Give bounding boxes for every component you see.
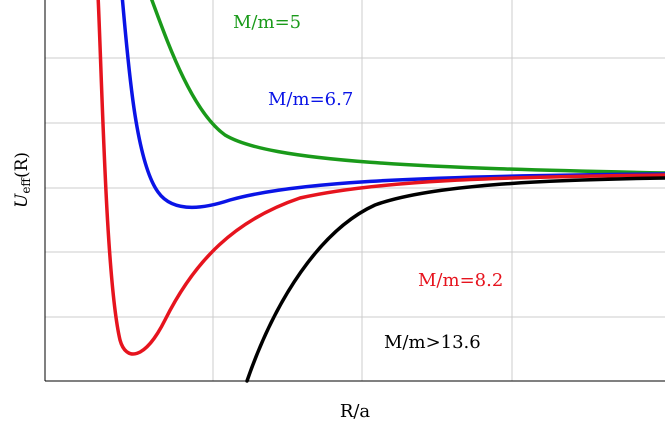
series-label-m5: M/m=5 <box>233 12 301 33</box>
series-curve-1 <box>149 0 665 175</box>
y-axis-label-subscript: eff <box>19 178 33 194</box>
series-curve-2 <box>120 0 665 210</box>
series-curves <box>96 0 665 383</box>
series-labels: M/m=5 M/m=6.7 M/m=8.2 M/m>13.6 R/a <box>233 12 503 422</box>
series-curve-4 <box>245 176 665 383</box>
grid <box>45 0 665 381</box>
series-label-m6-7: M/m=6.7 <box>268 89 353 110</box>
y-axis-label: Ueff(R) <box>12 152 33 208</box>
y-axis-label-symbol: U <box>12 193 32 208</box>
axes <box>44 0 665 382</box>
x-axis-label: R/a <box>340 401 371 422</box>
series-label-m13-6: M/m>13.6 <box>384 332 481 353</box>
series-curve-3 <box>96 0 665 356</box>
y-axis-label-arg: (R) <box>12 151 32 179</box>
series-label-m8-2: M/m=8.2 <box>418 270 503 291</box>
